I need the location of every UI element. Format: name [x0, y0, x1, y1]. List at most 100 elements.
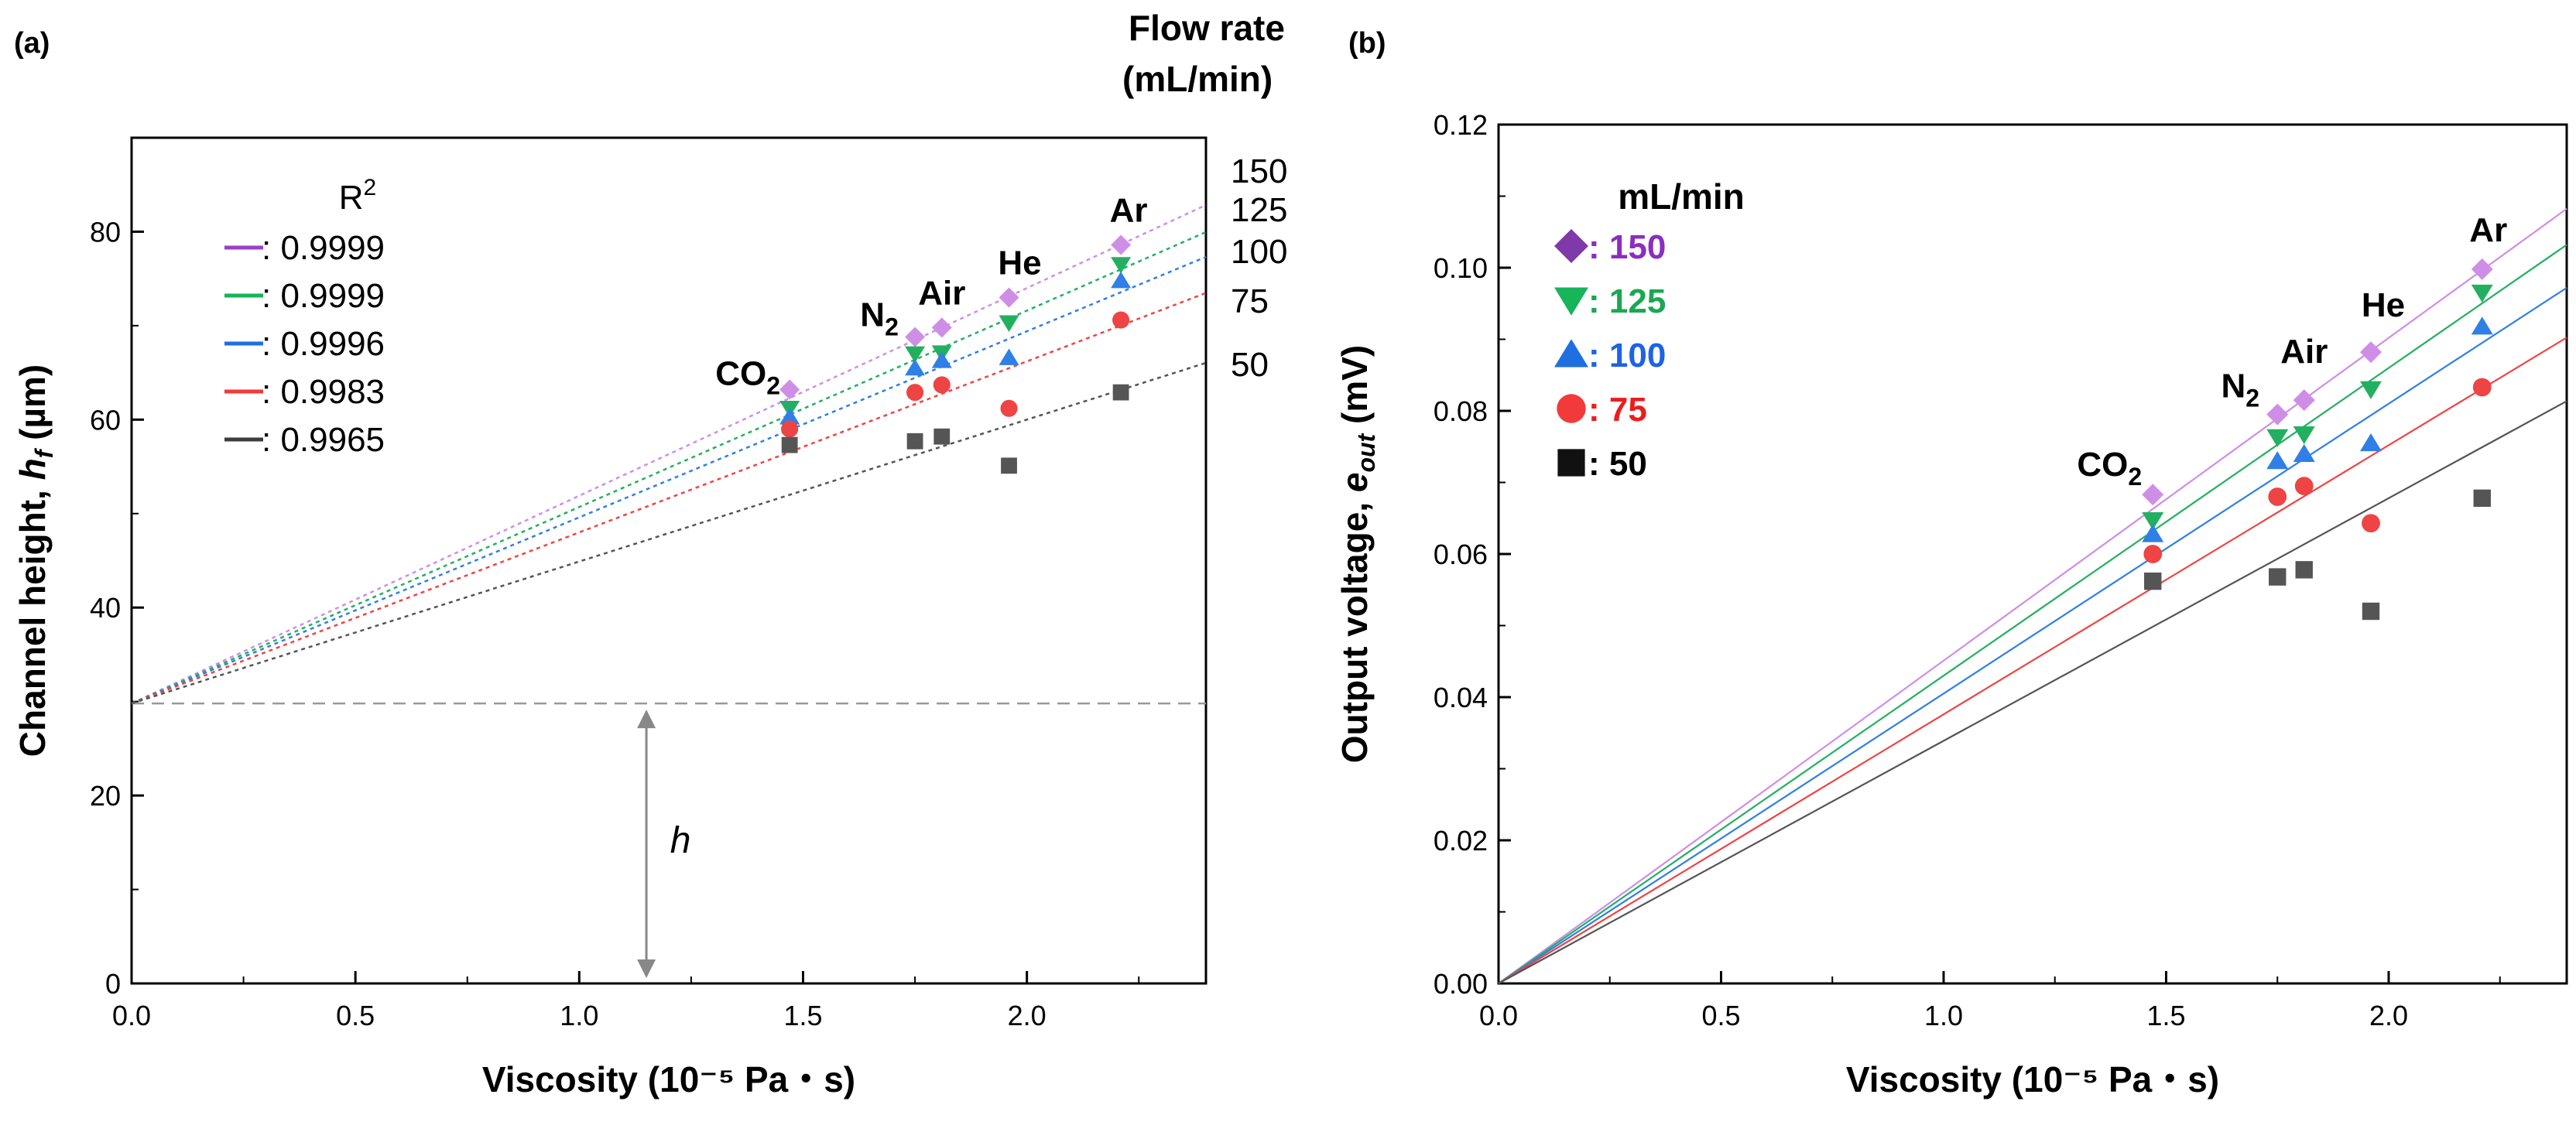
- gas-label-text: N: [2221, 368, 2245, 405]
- data-point-125: [2360, 381, 2382, 399]
- data-point-50: [781, 436, 798, 453]
- fit-line-75: [131, 292, 1207, 705]
- legend-b-marker-75: [1557, 394, 1586, 423]
- data-point-50: [933, 428, 951, 445]
- data-point-50: [906, 433, 923, 450]
- panel-a-markers: [779, 234, 1132, 474]
- data-point-75: [906, 384, 924, 402]
- data-point-125: [2142, 512, 2164, 531]
- panel-a-y-axis-label: Channel height, hf (µm): [12, 364, 58, 757]
- x-tick-label: 0.0: [1479, 1000, 1518, 1031]
- panel-a-axes: 0.0 0.5 1.0 1.5 2.0 0 20 40 60 80 h: [90, 216, 1206, 1031]
- data-point-75: [1000, 399, 1018, 417]
- panel-b-fit-lines: [1498, 207, 2567, 984]
- data-point-150: [2471, 258, 2493, 280]
- data-point-125: [999, 315, 1019, 332]
- legend-b-label-75: : 75: [1588, 391, 1647, 429]
- data-point-125: [2471, 284, 2493, 303]
- legend-a-title: R2: [339, 175, 376, 217]
- y-tick-label: 0.06: [1434, 539, 1488, 570]
- panel-a-fit-lines: [131, 203, 1207, 705]
- data-point-125: [2266, 429, 2289, 447]
- data-point-50: [2269, 568, 2287, 586]
- gas-label: CO2: [2077, 446, 2142, 491]
- gas-label-subscript: 2: [885, 313, 899, 340]
- panel-b-y-axis-label: Output voltage, eout (mV): [1334, 345, 1380, 763]
- panel-a-label: (a): [14, 27, 50, 60]
- fit-line-75: [1498, 337, 2567, 984]
- data-point-50: [1001, 457, 1017, 474]
- data-point-75: [781, 420, 799, 438]
- data-point-150: [931, 317, 952, 338]
- y-tick-label: 0.12: [1434, 109, 1488, 141]
- legend-a-title-sup: 2: [364, 175, 377, 200]
- data-point-100: [2266, 451, 2289, 470]
- flow-rate-label-100: 100: [1231, 233, 1287, 271]
- gas-label-text: CO: [2077, 446, 2128, 484]
- flow-rate-label-75: 75: [1231, 282, 1269, 320]
- data-point-75: [2143, 545, 2163, 563]
- panel-a-y-label-sub: f: [30, 447, 58, 458]
- panel-b-x-axis-label: Viscosity (10⁻⁵ Pa・s): [1846, 1059, 2219, 1100]
- x-tick-label: 1.0: [1924, 1000, 1963, 1031]
- legend-b-marker-50: [1557, 449, 1585, 477]
- gas-label-text: Ar: [2469, 211, 2507, 249]
- data-point-75: [1112, 311, 1130, 329]
- data-point-150: [2142, 484, 2164, 506]
- gas-label: He: [2362, 286, 2405, 324]
- data-point-100: [2360, 433, 2382, 452]
- x-tick-label: 0.0: [112, 1000, 151, 1031]
- data-point-100: [1111, 271, 1132, 289]
- gas-label: CO2: [715, 354, 780, 399]
- x-tick-label: 1.0: [560, 1000, 598, 1031]
- panel-a-y-label-main: Channel height,: [12, 480, 53, 757]
- data-point-150: [2266, 403, 2289, 426]
- panel-b-label: (b): [1348, 27, 1386, 60]
- data-point-100: [2471, 316, 2493, 335]
- gas-label: Ar: [2469, 211, 2507, 249]
- legend-b-marker-150: [1554, 229, 1588, 263]
- y-tick-label: 80: [90, 216, 121, 248]
- data-point-50: [2473, 489, 2491, 508]
- data-point-150: [2360, 341, 2382, 364]
- gas-label: N2: [860, 296, 899, 340]
- legend-a-r2-150: : 0.9999: [262, 229, 385, 267]
- y-tick-label: 0.02: [1434, 825, 1488, 857]
- x-tick-label: 2.0: [2369, 1000, 2408, 1031]
- gas-label-text: Air: [918, 274, 965, 312]
- panel-b-y-label-symbol: e: [1334, 473, 1375, 493]
- panel-a-legend: R2: 0.9999: 0.9999: 0.9996: 0.9983: 0.99…: [224, 175, 385, 459]
- gas-label-text: N: [860, 296, 885, 333]
- gas-label: He: [998, 244, 1041, 282]
- data-point-125: [1111, 257, 1132, 274]
- legend-b-title: mL/min: [1618, 176, 1745, 217]
- panel-a-frame: [130, 136, 1208, 985]
- y-tick-label: 20: [90, 780, 121, 812]
- data-point-75: [2268, 487, 2287, 506]
- data-point-50: [1112, 384, 1129, 401]
- data-point-100: [999, 348, 1019, 365]
- gas-label-text: CO: [715, 354, 766, 392]
- x-tick-label: 1.5: [783, 1000, 822, 1031]
- legend-b-label-50: : 50: [1588, 445, 1647, 483]
- legend-a-r2-100: : 0.9996: [262, 325, 385, 363]
- gas-label-subscript: 2: [2245, 385, 2259, 412]
- legend-b-label-125: : 125: [1588, 282, 1666, 320]
- fit-line-125: [1498, 244, 2567, 984]
- legend-a-title-text: R: [339, 179, 364, 217]
- data-point-75: [933, 376, 951, 394]
- legend-b-label-100: : 100: [1588, 337, 1666, 374]
- flow-rate-header-line1: Flow rate: [1129, 8, 1285, 48]
- gas-label-subscript: 2: [766, 371, 780, 399]
- panel-a-y-label-unit: (µm): [12, 364, 53, 450]
- data-point-100: [2293, 443, 2315, 462]
- data-point-150: [2293, 389, 2315, 412]
- h-label: h: [670, 820, 691, 861]
- data-point-75: [2472, 378, 2492, 397]
- y-tick-label: 60: [90, 404, 121, 436]
- flow-rate-header-line2: (mL/min): [1122, 59, 1273, 99]
- panel-b-y-label-main: Output voltage,: [1334, 492, 1375, 763]
